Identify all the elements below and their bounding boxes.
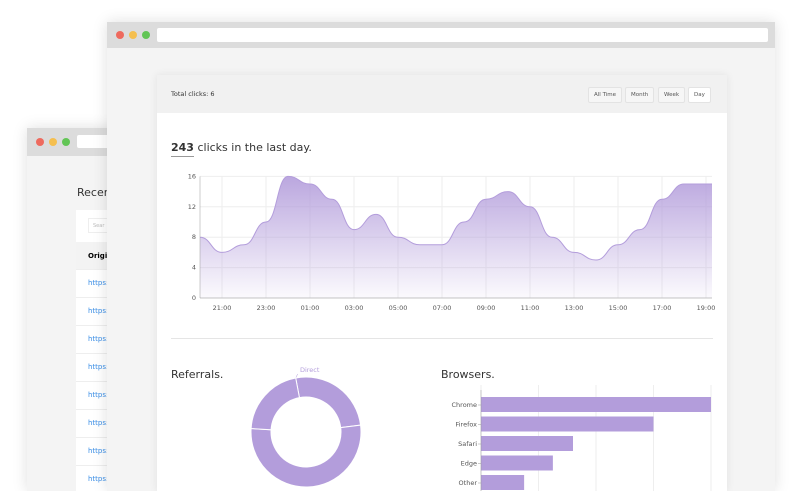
origin-link[interactable]: https:: [88, 419, 109, 427]
y-tick-label: 8: [192, 233, 196, 241]
range-day-button[interactable]: Day: [688, 87, 711, 103]
donut-slice: [250, 424, 362, 488]
origin-link[interactable]: https:: [88, 447, 109, 455]
donut-slice: [250, 377, 301, 431]
x-tick-label: 01:00: [301, 304, 320, 312]
y-tick-label: 4: [192, 264, 196, 272]
front-browser-window: Total clicks: 6 All Time Month Week Day …: [107, 22, 775, 491]
bar-firefox: [481, 416, 654, 432]
clicks-suffix: clicks in the last day.: [193, 141, 312, 154]
bar-chrome: [481, 397, 711, 412]
bar-other: [481, 475, 525, 490]
x-tick-label: 15:00: [609, 304, 628, 312]
divider: [171, 338, 713, 339]
category-label: Chrome: [452, 401, 478, 409]
x-tick-label: 09:00: [477, 304, 496, 312]
url-bar[interactable]: [157, 28, 768, 42]
x-tick-label: 21:00: [213, 304, 232, 312]
origin-link[interactable]: https:: [88, 391, 109, 399]
y-tick-label: 16: [188, 172, 196, 180]
range-month-button[interactable]: Month: [625, 87, 655, 103]
x-tick-label: 23:00: [257, 304, 276, 312]
x-tick-label: 05:00: [389, 304, 408, 312]
x-tick-label: 19:00: [697, 304, 716, 312]
range-all-time-button[interactable]: All Time: [588, 87, 623, 103]
origin-link[interactable]: https:: [88, 475, 109, 483]
browsers-title: Browsers.: [441, 368, 495, 381]
label-leader: [295, 373, 298, 379]
close-dot-icon[interactable]: [116, 31, 124, 39]
category-label: Safari: [458, 440, 477, 448]
stats-card: Total clicks: 6 All Time Month Week Day …: [157, 75, 727, 491]
origin-link[interactable]: https:: [88, 335, 109, 343]
x-tick-label: 03:00: [345, 304, 364, 312]
origin-link[interactable]: https:: [88, 307, 109, 315]
x-tick-label: 07:00: [433, 304, 452, 312]
minimize-dot-icon[interactable]: [49, 138, 57, 146]
clicks-count: 243: [171, 141, 194, 157]
category-label: Firefox: [455, 421, 477, 429]
slice-label: Direct: [300, 366, 320, 374]
clicks-summary: 243 clicks in the last day.: [171, 141, 312, 157]
x-tick-label: 11:00: [521, 304, 540, 312]
maximize-dot-icon[interactable]: [142, 31, 150, 39]
y-tick-label: 0: [192, 294, 196, 302]
maximize-dot-icon[interactable]: [62, 138, 70, 146]
x-tick-label: 17:00: [653, 304, 672, 312]
donut-slice: [295, 376, 362, 429]
category-label: Other: [459, 479, 478, 487]
close-dot-icon[interactable]: [36, 138, 44, 146]
minimize-dot-icon[interactable]: [129, 31, 137, 39]
area-fill: [200, 176, 712, 298]
bar-edge: [481, 455, 553, 471]
range-week-button[interactable]: Week: [658, 87, 686, 103]
x-tick-label: 13:00: [565, 304, 584, 312]
browsers-bar-chart: Chrome Firefox Safari Edge Other: [452, 385, 712, 491]
card-header: Total clicks: 6 All Time Month Week Day: [157, 75, 727, 113]
referrals-title: Referrals.: [171, 368, 224, 381]
bar-safari: [481, 436, 573, 451]
origin-link[interactable]: https:: [88, 279, 109, 287]
y-tick-label: 12: [188, 203, 196, 211]
origin-link[interactable]: https:: [88, 363, 109, 371]
referrals-donut-chart: Direct: [250, 366, 362, 488]
title-bar: [107, 22, 775, 48]
category-label: Edge: [461, 460, 477, 468]
total-clicks: Total clicks: 6: [171, 90, 215, 98]
series-line: [199, 175, 712, 261]
clicks-line-chart: 0 4 8 12 16 21:00 23:00 01:00 03:00 05:00 07:00 09:…: [188, 172, 716, 312]
page-heading: Recen: [77, 186, 111, 199]
